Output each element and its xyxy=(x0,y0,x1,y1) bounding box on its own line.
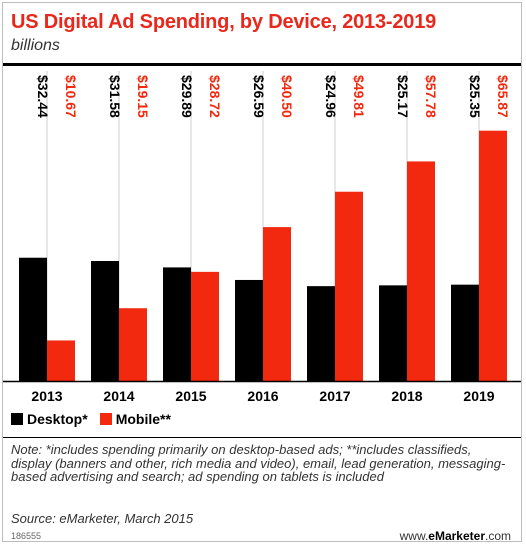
chart-frame: US Digital Ad Spending, by Device, 2013-… xyxy=(2,2,522,543)
bar-mobile xyxy=(191,271,219,381)
legend-label-mobile: Mobile** xyxy=(115,411,171,427)
data-label-mobile: $28.72 xyxy=(207,75,223,118)
bar-desktop xyxy=(307,286,335,381)
bar-mobile xyxy=(263,227,291,381)
bar-mobile xyxy=(119,308,147,381)
brand-name: eMarketer xyxy=(428,529,485,543)
chart-source: Source: eMarketer, March 2015 xyxy=(11,511,194,526)
data-label-desktop: $31.58 xyxy=(107,75,123,118)
chart-id: 186555 xyxy=(11,531,42,541)
bar-desktop xyxy=(451,284,479,381)
x-tick-label: 2018 xyxy=(391,388,422,404)
data-label-desktop: $29.89 xyxy=(179,75,195,118)
chart-title: US Digital Ad Spending, by Device, 2013-… xyxy=(11,11,437,33)
bar-chart: $32.44 $10.67 2013 $31.58 $19.15 2014 $29.89 $2… xyxy=(3,71,521,404)
data-label-desktop: $26.59 xyxy=(251,75,267,118)
chart-subtitle: billions xyxy=(11,37,60,54)
data-label-desktop: $25.35 xyxy=(467,75,483,118)
data-label-desktop: $32.44 xyxy=(35,75,51,118)
legend: Desktop* Mobile** xyxy=(11,411,183,427)
bar-mobile xyxy=(335,191,363,381)
bar-desktop xyxy=(163,267,191,381)
x-tick-label: 2014 xyxy=(103,388,134,404)
data-label-mobile: $19.15 xyxy=(135,75,151,118)
x-tick-label: 2013 xyxy=(31,388,62,404)
data-label-mobile: $57.78 xyxy=(423,75,439,118)
brand-link[interactable]: www.eMarketer.com xyxy=(400,529,511,543)
x-tick-label: 2015 xyxy=(175,388,206,404)
brand-suffix: .com xyxy=(484,529,511,543)
x-tick-label: 2016 xyxy=(247,388,278,404)
legend-item-desktop: Desktop* xyxy=(11,411,88,427)
bar-mobile xyxy=(479,130,507,381)
legend-swatch-desktop xyxy=(11,413,23,425)
bar-desktop xyxy=(91,260,119,381)
data-label-desktop: $25.17 xyxy=(395,75,411,118)
legend-label-desktop: Desktop* xyxy=(27,411,88,427)
chart-note: Note: *includes spending primarily on de… xyxy=(11,442,506,484)
data-label-desktop: $24.96 xyxy=(323,75,339,118)
bar-desktop xyxy=(379,285,407,381)
note-separator xyxy=(3,437,521,438)
data-label-mobile: $49.81 xyxy=(351,75,367,118)
legend-swatch-mobile xyxy=(99,413,112,425)
bar-mobile xyxy=(47,340,75,381)
x-tick-label: 2019 xyxy=(463,388,494,404)
legend-item-mobile: Mobile** xyxy=(99,411,171,427)
data-label-mobile: $65.87 xyxy=(495,75,511,118)
x-tick-label: 2017 xyxy=(319,388,350,404)
data-label-mobile: $10.67 xyxy=(63,75,79,118)
top-rule xyxy=(3,63,521,66)
bar-desktop xyxy=(19,257,47,381)
bar-mobile xyxy=(407,161,435,381)
data-label-mobile: $40.50 xyxy=(279,75,295,118)
brand-prefix: www. xyxy=(399,529,429,543)
bar-desktop xyxy=(235,279,263,381)
